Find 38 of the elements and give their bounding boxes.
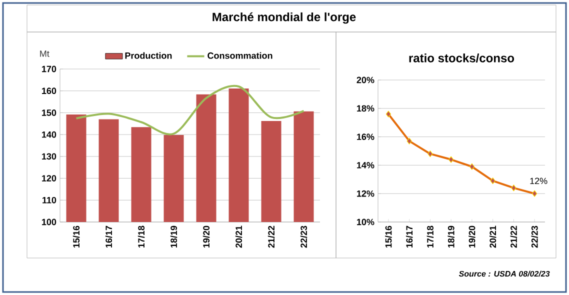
x-tick-label: 16/17	[105, 226, 112, 248]
x-tick-label: 20/21	[489, 226, 496, 248]
x-tick-label: 17/18	[426, 226, 434, 248]
source-note: Source : USDA 08/02/23	[458, 270, 550, 277]
y-tick-label: 120	[42, 175, 56, 182]
y-tick-label: 20%	[356, 76, 374, 84]
y-tick-label: 160	[42, 88, 56, 94]
y-tick-label: 170	[42, 66, 56, 72]
y-axis-title: Mt	[40, 50, 50, 57]
x-tick-label: 20/21	[235, 226, 242, 248]
legend-label: Production	[125, 52, 172, 59]
x-tick-label: 18/19	[448, 226, 454, 248]
y-tick-label: 10%	[357, 218, 374, 226]
y-tick-label: 100	[42, 218, 56, 226]
x-tick-label: 19/20	[468, 226, 476, 248]
chart-title: ratio stocks/conso	[409, 54, 514, 62]
y-tick-label: 110	[42, 196, 56, 204]
x-tick-label: 19/20	[202, 226, 210, 248]
y-tick-label: 12%	[357, 190, 374, 197]
x-tick-label: 15/16	[72, 226, 80, 248]
y-tick-label: 18%	[357, 105, 374, 112]
x-tick-label: 21/22	[510, 226, 518, 248]
legend-label: Consommation	[208, 52, 272, 59]
x-tick-label: 21/22	[268, 226, 275, 248]
x-tick-label: 17/18	[138, 226, 145, 248]
data-label: 12%	[530, 178, 548, 184]
x-tick-label: 15/16	[385, 226, 392, 248]
x-tick-label: 22/23	[300, 226, 308, 248]
y-tick-label: 14%	[357, 162, 374, 168]
y-tick-label: 16%	[357, 134, 374, 140]
x-tick-label: 22/23	[531, 226, 538, 248]
y-tick-label: 150	[42, 110, 56, 116]
line-series	[75, 84, 305, 136]
y-tick-label: 140	[42, 131, 56, 138]
chart-title: Marché mondial de l'orge	[212, 12, 356, 24]
x-tick-label: 18/19	[170, 226, 178, 248]
x-tick-label: 16/17	[406, 226, 413, 248]
y-tick-label: 130	[42, 153, 56, 160]
